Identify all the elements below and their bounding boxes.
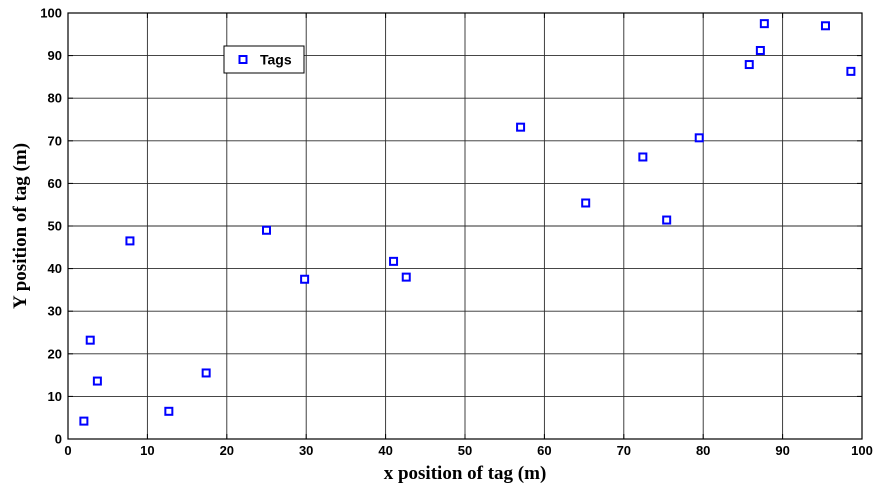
data-point <box>262 225 271 235</box>
data-point <box>581 198 591 208</box>
y-tick-label: 20 <box>48 346 62 361</box>
grid <box>68 13 862 439</box>
data-point <box>201 368 211 378</box>
data-point <box>300 274 310 284</box>
data-point <box>92 376 102 386</box>
y-tick-label: 70 <box>48 133 62 148</box>
data-point <box>820 21 830 31</box>
legend-box <box>223 45 305 74</box>
data-point <box>846 66 856 76</box>
data-point <box>401 272 411 282</box>
x-axis-title: x position of tag (m) <box>384 463 547 484</box>
legend-marker <box>238 55 248 64</box>
x-tick-label: 50 <box>458 443 472 458</box>
data-point <box>694 133 704 143</box>
x-tick-label: 60 <box>537 443 551 458</box>
data-point <box>164 406 174 416</box>
x-tick-label: 80 <box>696 443 710 458</box>
legend-label-tags: Tags <box>260 52 292 68</box>
data-point <box>759 19 769 29</box>
y-tick-label: 40 <box>48 261 62 276</box>
y-tick-label: 50 <box>48 219 62 234</box>
x-tick-label: 20 <box>220 443 234 458</box>
data-point <box>516 122 526 132</box>
data-points <box>79 19 856 426</box>
y-tick-label: 90 <box>48 48 62 63</box>
x-tick-label: 100 <box>851 443 873 458</box>
data-point <box>85 335 95 345</box>
x-tick-label: 70 <box>617 443 631 458</box>
legend: Tags <box>223 45 305 74</box>
x-tick-label: 40 <box>378 443 392 458</box>
axis-ticks: 0 10 20 30 40 50 60 70 80 90 100 0 10 20 30 40 50 60 70 80 9… <box>40 6 873 459</box>
data-point <box>389 256 399 266</box>
data-point <box>638 152 648 162</box>
x-tick-label: 0 <box>64 443 71 458</box>
data-point <box>755 45 765 55</box>
data-point <box>125 236 135 246</box>
y-tick-label: 10 <box>48 389 62 404</box>
x-tick-label: 30 <box>299 443 313 458</box>
data-point <box>744 60 754 70</box>
x-tick-label: 90 <box>775 443 789 458</box>
y-tick-label: 0 <box>55 432 62 447</box>
y-tick-label: 60 <box>48 176 62 191</box>
data-point <box>79 416 89 426</box>
y-axis-title: Y position of tag (m) <box>10 143 31 309</box>
y-tick-label: 30 <box>48 304 62 319</box>
y-tick-label: 100 <box>40 6 62 21</box>
data-point <box>662 215 672 225</box>
x-tick-label: 10 <box>140 443 154 458</box>
y-tick-label: 80 <box>48 91 62 106</box>
